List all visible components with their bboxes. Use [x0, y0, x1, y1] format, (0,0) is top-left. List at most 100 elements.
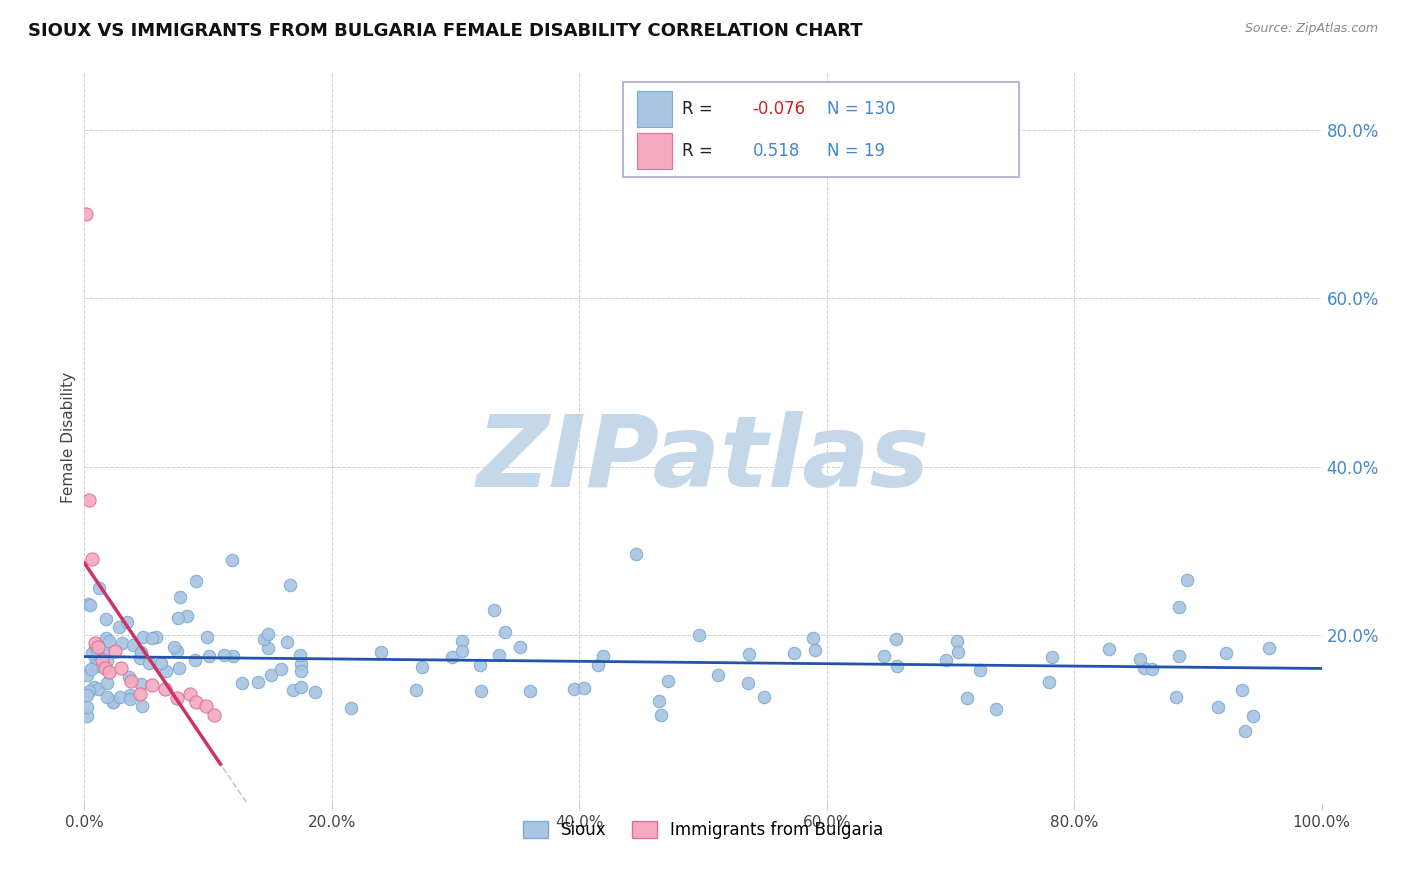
Point: [118, 692, 141, 706]
Point: [94, 612, 117, 626]
Point: [1167, 599, 1189, 614]
Point: [153, 682, 176, 697]
Point: [956, 690, 979, 705]
Point: [94, 631, 117, 645]
Point: [650, 708, 672, 723]
Y-axis label: Female Disability: Female Disability: [60, 371, 76, 503]
Point: [519, 684, 541, 698]
Point: [76, 709, 98, 723]
Point: [1258, 640, 1281, 655]
Point: [82, 646, 104, 660]
Point: [470, 684, 492, 698]
Point: [94, 661, 117, 675]
Point: [122, 638, 145, 652]
Point: [166, 690, 188, 705]
Text: -0.076: -0.076: [752, 100, 806, 118]
Text: SIOUX VS IMMIGRANTS FROM BULGARIA FEMALE DISABILITY CORRELATION CHART: SIOUX VS IMMIGRANTS FROM BULGARIA FEMALE…: [28, 22, 863, 40]
Legend: Sioux, Immigrants from Bulgaria: Sioux, Immigrants from Bulgaria: [516, 814, 890, 846]
Point: [179, 686, 201, 700]
Point: [149, 656, 172, 670]
Point: [87, 640, 110, 655]
Point: [259, 667, 281, 681]
Point: [886, 632, 908, 646]
Point: [166, 644, 188, 658]
Point: [586, 658, 609, 673]
Point: [141, 631, 163, 645]
Point: [969, 663, 991, 677]
Text: ZIPatlas: ZIPatlas: [477, 410, 929, 508]
Point: [91, 645, 114, 659]
Point: [77, 598, 100, 612]
Point: [86, 644, 108, 658]
Point: [131, 699, 153, 714]
Point: [1140, 662, 1163, 676]
Point: [83, 641, 105, 656]
Text: Source: ZipAtlas.com: Source: ZipAtlas.com: [1244, 22, 1378, 36]
Point: [115, 615, 138, 629]
Point: [89, 581, 111, 595]
Point: [984, 702, 1007, 716]
Point: [482, 602, 505, 616]
Point: [80, 662, 103, 676]
Point: [80, 552, 103, 566]
Point: [176, 608, 198, 623]
Point: [886, 659, 908, 673]
Point: [104, 644, 127, 658]
Point: [103, 695, 125, 709]
Point: [197, 649, 219, 664]
Point: [96, 676, 118, 690]
Point: [370, 645, 392, 659]
Point: [948, 645, 970, 659]
Point: [222, 649, 245, 664]
Text: R =: R =: [682, 142, 718, 160]
Point: [1233, 723, 1256, 738]
Point: [804, 642, 827, 657]
Point: [935, 653, 957, 667]
Point: [231, 676, 253, 690]
Point: [1164, 690, 1187, 705]
Point: [110, 661, 132, 675]
Point: [110, 690, 132, 704]
Point: [86, 658, 108, 673]
Text: N = 130: N = 130: [827, 100, 896, 118]
Point: [657, 673, 679, 688]
Point: [1241, 709, 1264, 723]
Point: [76, 700, 98, 714]
Point: [1133, 661, 1156, 675]
Point: [1230, 682, 1253, 697]
Text: 0.518: 0.518: [752, 142, 800, 160]
Point: [77, 684, 100, 698]
Point: [451, 644, 474, 658]
Point: [246, 675, 269, 690]
Point: [120, 673, 142, 688]
Point: [221, 553, 243, 567]
Point: [184, 652, 207, 666]
Point: [167, 661, 190, 675]
Point: [1215, 646, 1237, 660]
Point: [118, 670, 141, 684]
Point: [411, 659, 433, 673]
Point: [592, 649, 614, 664]
Point: [129, 645, 152, 659]
Point: [270, 662, 292, 676]
Point: [163, 640, 186, 654]
Point: [257, 641, 280, 656]
Point: [87, 639, 110, 653]
Point: [128, 650, 150, 665]
Point: [281, 682, 304, 697]
Point: [167, 611, 190, 625]
Point: [86, 644, 108, 658]
Point: [562, 681, 585, 696]
Point: [129, 677, 152, 691]
Point: [801, 631, 824, 645]
Point: [276, 634, 298, 648]
Point: [212, 648, 235, 662]
Text: R =: R =: [682, 100, 718, 118]
Point: [96, 654, 118, 668]
Point: [304, 684, 326, 698]
Point: [278, 578, 301, 592]
Point: [253, 632, 276, 647]
Point: [257, 627, 280, 641]
Point: [574, 681, 596, 695]
Point: [145, 630, 167, 644]
